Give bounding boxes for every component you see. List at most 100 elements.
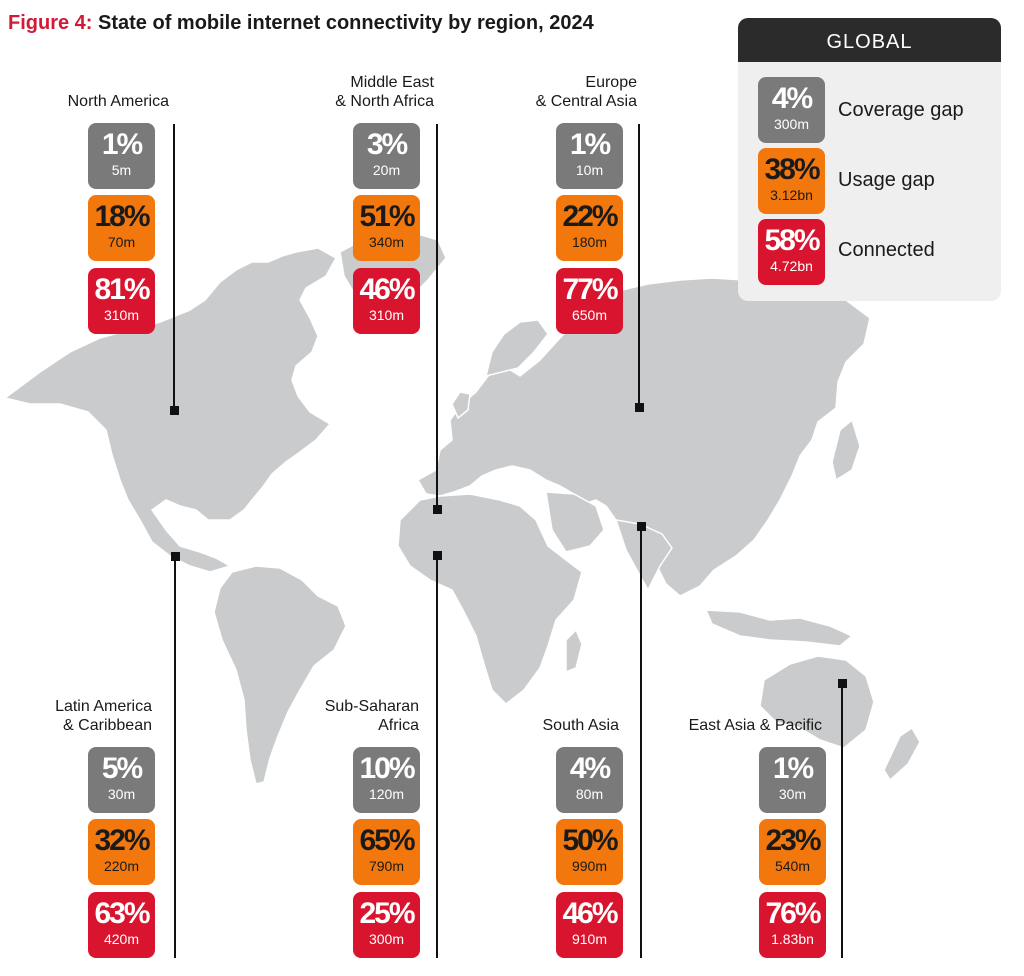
ssa-marker: [433, 551, 442, 560]
south-asia-marker: [637, 522, 646, 531]
europe-coverage-pct: 1%: [569, 128, 611, 161]
south-asia-usage-pct: 50%: [562, 824, 618, 857]
region-label-latin-america: Latin America & Caribbean: [55, 698, 152, 734]
region-label-mena: Middle East & North Africa: [335, 74, 434, 110]
south-asia-coverage-box: 4% 80m: [556, 747, 623, 813]
mena-coverage-count: 20m: [372, 162, 401, 178]
region-label-sub-saharan-africa: Sub-Saharan Africa: [324, 698, 419, 734]
legend-usage-pct: 38%: [764, 153, 820, 186]
ssa-usage-count: 790m: [368, 858, 405, 874]
latam-connected-box: 63% 420m: [88, 892, 155, 958]
legend-usage-count: 3.12bn: [770, 187, 813, 203]
islands-indonesia: [705, 609, 853, 647]
mena-pointer-line: [436, 124, 438, 510]
islands-new-zealand: [883, 727, 921, 781]
mena-marker: [433, 505, 442, 514]
ssa-connected-pct: 25%: [359, 897, 415, 930]
region-label-europe-central-asia: Europe & Central Asia: [535, 74, 637, 110]
legend-connected-box: 58% 4.72bn: [758, 219, 825, 285]
legend-usage-label: Usage gap: [838, 169, 935, 191]
latam-connected-pct: 63%: [94, 897, 150, 930]
latam-coverage-pct: 5%: [101, 752, 143, 785]
latam-connected-count: 420m: [103, 931, 140, 947]
east-asia-usage-box: 23% 540m: [759, 819, 826, 885]
north-america-usage-box: 18% 70m: [88, 195, 155, 261]
legend-connected-pct: 58%: [764, 224, 820, 257]
europe-connected-pct: 77%: [562, 273, 618, 306]
europe-coverage-count: 10m: [575, 162, 604, 178]
south-asia-coverage-pct: 4%: [569, 752, 611, 785]
peninsula-arabia: [545, 491, 605, 553]
latam-usage-box: 32% 220m: [88, 819, 155, 885]
region-label-south-asia: South Asia: [542, 717, 620, 734]
mena-connected-box: 46% 310m: [353, 268, 420, 334]
north-america-connected-count: 310m: [103, 307, 140, 323]
north-america-connected-pct: 81%: [94, 273, 150, 306]
mena-coverage-box: 3% 20m: [353, 123, 420, 189]
continent-africa: [397, 493, 583, 705]
europe-pointer-line: [638, 124, 640, 409]
south-asia-usage-count: 990m: [571, 858, 608, 874]
legend-coverage-count: 300m: [773, 116, 810, 132]
ssa-connected-box: 25% 300m: [353, 892, 420, 958]
latam-coverage-box: 5% 30m: [88, 747, 155, 813]
mena-connected-pct: 46%: [359, 273, 415, 306]
figure-number: Figure 4:: [8, 12, 93, 34]
legend-connected-label: Connected: [838, 239, 935, 261]
south-asia-connected-pct: 46%: [562, 897, 618, 930]
mena-usage-pct: 51%: [359, 200, 415, 233]
legend-connected-count: 4.72bn: [770, 258, 813, 274]
east-asia-coverage-box: 1% 30m: [759, 747, 826, 813]
legend-heading: GLOBAL: [738, 18, 1001, 62]
east-asia-pointer-line: [841, 686, 843, 958]
ssa-connected-count: 300m: [368, 931, 405, 947]
east-asia-connected-pct: 76%: [765, 897, 821, 930]
continent-scandinavia: [485, 319, 549, 377]
north-america-usage-pct: 18%: [94, 200, 150, 233]
global-legend: GLOBAL 4% 300m Coverage gap 38% 3.12bn U…: [738, 18, 1001, 301]
east-asia-connected-box: 76% 1.83bn: [759, 892, 826, 958]
north-america-usage-count: 70m: [107, 234, 136, 250]
figure-title-text: State of mobile internet connectivity by…: [98, 12, 594, 34]
ssa-usage-pct: 65%: [359, 824, 415, 857]
north-america-coverage-box: 1% 5m: [88, 123, 155, 189]
latam-usage-count: 220m: [103, 858, 140, 874]
latam-usage-pct: 32%: [94, 824, 150, 857]
europe-marker: [635, 403, 644, 412]
south-asia-pointer-line: [640, 528, 642, 958]
ssa-coverage-pct: 10%: [359, 752, 415, 785]
europe-usage-pct: 22%: [562, 200, 618, 233]
europe-usage-box: 22% 180m: [556, 195, 623, 261]
island-uk: [451, 391, 471, 419]
mena-usage-count: 340m: [368, 234, 405, 250]
islands-japan: [831, 419, 861, 481]
east-asia-usage-pct: 23%: [765, 824, 821, 857]
region-label-north-america: North America: [67, 93, 169, 110]
east-asia-marker: [838, 679, 847, 688]
legend-coverage-pct: 4%: [771, 82, 813, 115]
latam-marker: [171, 552, 180, 561]
island-madagascar: [565, 629, 583, 673]
ssa-coverage-box: 10% 120m: [353, 747, 420, 813]
continent-eurasia: [417, 277, 871, 597]
legend-coverage-box: 4% 300m: [758, 77, 825, 143]
south-asia-coverage-count: 80m: [575, 786, 604, 802]
europe-connected-box: 77% 650m: [556, 268, 623, 334]
latam-pointer-line: [174, 556, 176, 958]
east-asia-connected-count: 1.83bn: [771, 931, 814, 947]
legend-usage-box: 38% 3.12bn: [758, 148, 825, 214]
north-america-marker: [170, 406, 179, 415]
mena-coverage-pct: 3%: [366, 128, 408, 161]
europe-connected-count: 650m: [571, 307, 608, 323]
legend-coverage-label: Coverage gap: [838, 99, 964, 121]
continent-south-america: [213, 565, 347, 785]
east-asia-usage-count: 540m: [774, 858, 811, 874]
peninsula-india: [615, 519, 673, 591]
europe-usage-count: 180m: [571, 234, 608, 250]
north-america-coverage-pct: 1%: [101, 128, 143, 161]
figure-title: Figure 4: State of mobile internet conne…: [8, 12, 594, 35]
east-asia-coverage-pct: 1%: [772, 752, 814, 785]
ssa-coverage-count: 120m: [368, 786, 405, 802]
latam-coverage-count: 30m: [107, 786, 136, 802]
